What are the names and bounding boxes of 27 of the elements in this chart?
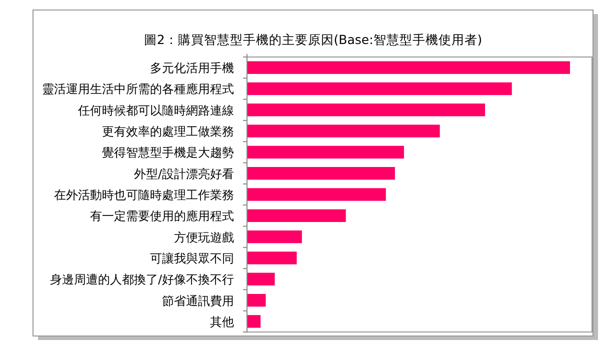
bar bbox=[247, 272, 275, 286]
y-tick-label: 身邊周遭的人都換了/好像不換不行 bbox=[50, 272, 234, 287]
y-tick-label: 方便玩遊戲 bbox=[174, 230, 234, 244]
bar bbox=[247, 82, 512, 96]
y-tick-label: 節省通訊費用 bbox=[162, 294, 234, 308]
y-tick-label: 多元化活用手機 bbox=[150, 61, 234, 76]
y-tick-label: 任何時候都可以隨時網路連線 bbox=[77, 103, 234, 118]
bar bbox=[247, 61, 570, 74]
y-tick-label: 在外活動時也可隨時處理工作業務 bbox=[54, 188, 234, 202]
bar bbox=[247, 124, 440, 138]
bar bbox=[247, 209, 346, 222]
y-tick-label: 覺得智慧型手機是大趨勢 bbox=[102, 146, 234, 160]
y-tick-label: 有一定需要使用的應用程式 bbox=[90, 209, 234, 224]
bar bbox=[247, 188, 386, 201]
y-tick-label: 可讓我與眾不同 bbox=[150, 251, 234, 266]
y-tick-label: 更有效率的處理工做業務 bbox=[102, 124, 234, 139]
bar bbox=[247, 252, 297, 264]
bar bbox=[247, 146, 404, 159]
bar bbox=[247, 315, 261, 328]
bar bbox=[247, 167, 395, 180]
chart-title: 圖2：購買智慧型手機的主要原因(Base:智慧型手機使用者) bbox=[144, 32, 482, 47]
y-tick-label: 靈活運用生活中所需的各種應用程式 bbox=[42, 82, 234, 96]
bar bbox=[247, 294, 266, 307]
y-tick-label: 其他 bbox=[210, 314, 234, 329]
bar bbox=[247, 104, 486, 116]
y-tick-label: 外型/設計漂亮好看 bbox=[134, 166, 234, 181]
bar bbox=[247, 230, 302, 244]
